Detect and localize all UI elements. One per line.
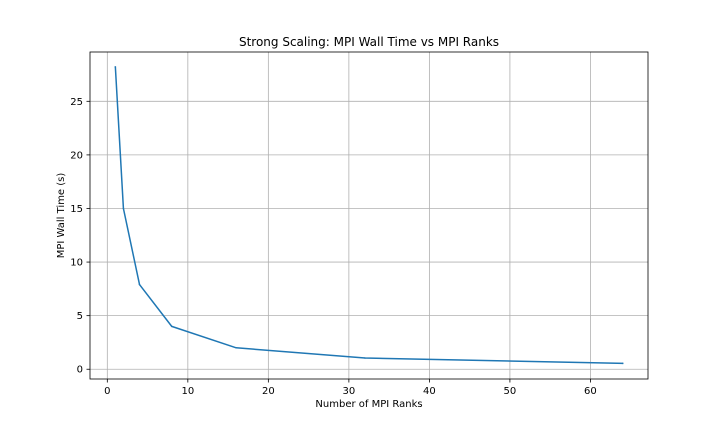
x-tick-label: 10 bbox=[181, 386, 194, 397]
y-tick-label: 15 bbox=[70, 204, 83, 215]
y-axis-label: MPI Wall Time (s) bbox=[56, 173, 67, 259]
grid bbox=[90, 52, 648, 379]
y-tick-label: 10 bbox=[70, 258, 83, 269]
data-point bbox=[235, 347, 237, 349]
x-tick-label: 20 bbox=[262, 386, 275, 397]
data-point bbox=[138, 283, 141, 286]
plot-frame bbox=[89, 51, 649, 380]
x-tick-label: 60 bbox=[584, 386, 597, 397]
x-axis-label: Number of MPI Ranks bbox=[315, 399, 422, 410]
data-point bbox=[364, 357, 366, 359]
data-point bbox=[621, 362, 624, 365]
y-tick-label: 25 bbox=[70, 97, 83, 108]
x-tick-label: 50 bbox=[504, 386, 517, 397]
x-tick-label: 40 bbox=[423, 386, 436, 397]
y-tick-label: 0 bbox=[77, 365, 83, 376]
data-point bbox=[170, 325, 173, 328]
y-tick-label: 5 bbox=[77, 311, 83, 322]
ticks: 0 10 20 30 40 50 60 0 5 10 15 20 25 bbox=[70, 97, 597, 397]
chart-title: Strong Scaling: MPI Wall Time vs MPI Ran… bbox=[239, 35, 499, 49]
data-point bbox=[114, 66, 117, 68]
x-tick-label: 0 bbox=[104, 386, 110, 397]
series-layer bbox=[114, 66, 624, 365]
data-point bbox=[122, 207, 125, 210]
y-tick-label: 20 bbox=[70, 150, 83, 161]
x-tick-label: 30 bbox=[343, 386, 356, 397]
